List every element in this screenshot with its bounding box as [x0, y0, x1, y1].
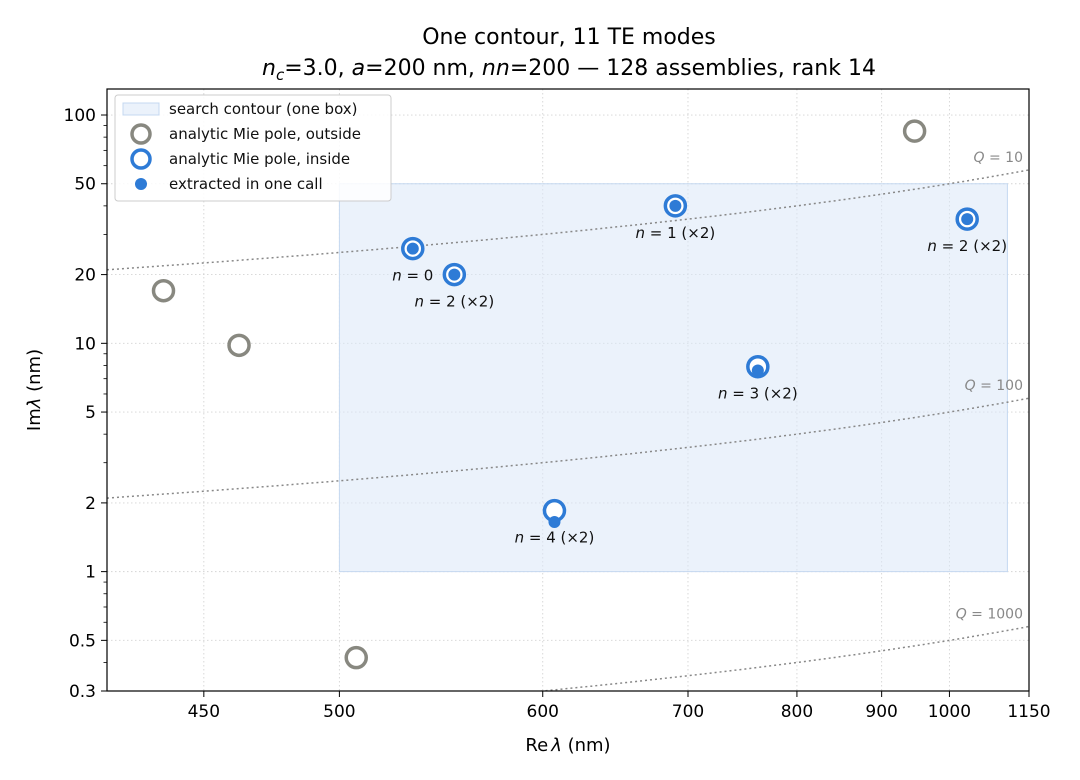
- axis-ticks: 450 500 600 700 800 900 1000 1150 0.3 0.5 1 2 5 10 20 5…: [64, 106, 1051, 722]
- chart-subtitle: nc=3.0, a=200 nm, nn=200 — 128 assemblie…: [262, 56, 876, 84]
- legend-label: search contour (one box): [169, 100, 358, 118]
- legend-swatch-extracted: [135, 178, 147, 190]
- outside-pole-marker: [227, 333, 251, 358]
- y-tick-label: 0.3: [69, 682, 96, 702]
- mode-annotation: n = 1 (×2): [635, 224, 715, 242]
- chart-title: One contour, 11 TE modes: [422, 25, 716, 50]
- legend-label: analytic Mie pole, inside: [169, 150, 350, 168]
- legend-swatch-contour: [122, 102, 160, 116]
- y-tick-label: 2: [85, 494, 96, 514]
- outside-pole-marker: [151, 278, 176, 303]
- q-line-label: Q = 1000: [956, 606, 1023, 622]
- y-tick-label: 1: [85, 563, 96, 583]
- search-contour-box: [338, 183, 1008, 573]
- y-axis-label: Imλ (nm): [24, 349, 45, 431]
- x-tick-label: 800: [781, 702, 813, 722]
- y-tick-label: 10: [74, 334, 96, 354]
- extracted-pole-marker: [548, 515, 561, 528]
- x-tick-label: 600: [527, 702, 559, 722]
- q-line-label: Q = 10: [974, 150, 1023, 166]
- extracted-pole-marker: [406, 242, 419, 255]
- data-markers: [151, 119, 979, 670]
- extracted-pole-marker: [751, 364, 764, 377]
- y-tick-label: 50: [74, 175, 96, 195]
- x-tick-label: 700: [672, 702, 704, 722]
- annotations: n = 0 n = 2 (×2) n = 1 (×2) n = 2 (×2) n = 3…: [392, 224, 1007, 547]
- legend-swatch-inside: [130, 148, 152, 170]
- legend-label: analytic Mie pole, outside: [169, 125, 361, 143]
- mode-annotation: n = 2 (×2): [414, 293, 494, 311]
- x-tick-label: 500: [323, 702, 355, 722]
- legend-frame: [114, 94, 392, 202]
- y-tick-label: 5: [85, 403, 96, 423]
- outside-pole-marker: [902, 119, 927, 143]
- legend: search contour (one box) analytic Mie pol…: [114, 94, 392, 202]
- legend-swatch-outside: [130, 123, 152, 145]
- x-tick-label: 1000: [928, 702, 971, 722]
- x-tick-label: 900: [865, 702, 897, 722]
- mode-annotation: n = 2 (×2): [927, 237, 1007, 255]
- outside-pole-marker: [344, 645, 368, 670]
- y-tick-label: 100: [64, 106, 96, 126]
- x-tick-label: 1150: [1007, 702, 1050, 722]
- x-axis-label: Re λ (nm): [525, 735, 610, 756]
- y-tick-label: 0.5: [69, 631, 96, 651]
- q-labels: Q = 10 Q = 100 Q = 1000: [956, 150, 1023, 623]
- plot-frame: [106, 88, 1030, 692]
- legend-label: extracted in one call: [169, 175, 323, 193]
- x-tick-label: 450: [188, 702, 220, 722]
- extracted-pole-marker: [961, 213, 974, 226]
- mode-annotation: n = 0: [392, 267, 433, 285]
- extracted-pole-marker: [669, 199, 682, 212]
- extracted-pole-marker: [448, 268, 461, 281]
- mode-annotation: n = 3 (×2): [718, 385, 798, 403]
- y-tick-label: 20: [74, 266, 96, 286]
- q-line-label: Q = 100: [965, 378, 1023, 394]
- mode-annotation: n = 4 (×2): [515, 529, 595, 547]
